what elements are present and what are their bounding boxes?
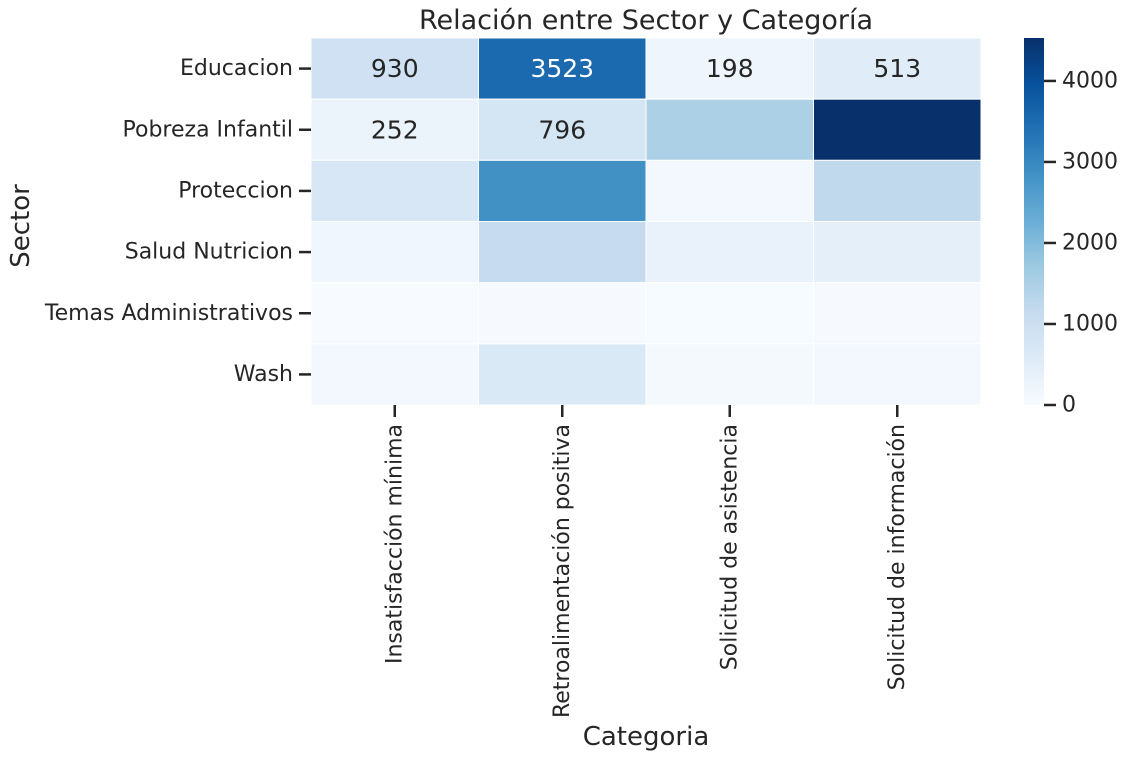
x-tick-label: Solicitud de asistencia xyxy=(717,424,742,670)
heatmap-cell xyxy=(645,159,814,222)
heatmap-cell xyxy=(813,343,982,406)
y-tick-label: Educacion xyxy=(180,56,293,81)
y-tick-label: Proteccion xyxy=(178,178,293,203)
heatmap-cell xyxy=(310,221,479,284)
colorbar-tick-label: 2000 xyxy=(1062,230,1118,255)
cell-value-label: 198 xyxy=(706,54,754,83)
heatmap-cell xyxy=(813,221,982,284)
heatmap-cell xyxy=(645,37,814,100)
heatmap-cell xyxy=(310,159,479,222)
y-tick-label: Temas Administrativos xyxy=(44,301,293,326)
colorbar xyxy=(1024,38,1044,405)
cell-value-label: 3523 xyxy=(530,54,594,83)
x-axis-label: Categoria xyxy=(583,722,710,752)
heatmap-cell xyxy=(645,343,814,406)
y-tick-label: Wash xyxy=(234,362,293,387)
y-tick-label: Salud Nutricion xyxy=(125,240,293,265)
x-tick-label: Retroalimentación positiva xyxy=(550,424,575,718)
cell-value-label: 252 xyxy=(371,115,419,144)
colorbar-tick-label: 3000 xyxy=(1062,149,1118,174)
heatmap-cells: 930 3523 198 513 252 796 xyxy=(310,37,982,406)
cell-value-label: 930 xyxy=(371,54,419,83)
heatmap-cell xyxy=(645,282,814,345)
heatmap-cell xyxy=(478,221,647,284)
heatmap-cell xyxy=(813,98,982,161)
heatmap-cell xyxy=(478,282,647,345)
colorbar-tick-label: 0 xyxy=(1062,393,1076,418)
cell-value-label: 513 xyxy=(873,54,921,83)
heatmap-cell xyxy=(813,282,982,345)
heatmap-cell xyxy=(645,98,814,161)
heatmap-cell xyxy=(310,282,479,345)
x-tick-labels: Insatisfacción mínima Retroalimentación p… xyxy=(382,405,910,718)
x-tick-label: Insatisfacción mínima xyxy=(382,424,407,664)
chart-title: Relación entre Sector y Categoría xyxy=(419,5,873,36)
colorbar-ticks: 0 1000 2000 3000 4000 xyxy=(1044,68,1118,418)
y-tick-label: Pobreza Infantil xyxy=(123,117,293,142)
heatmap-cell xyxy=(310,37,479,100)
heatmap-cell xyxy=(310,98,479,161)
heatmap-cell xyxy=(813,37,982,100)
colorbar-tick-label: 4000 xyxy=(1062,68,1118,93)
heatmap-cell xyxy=(813,159,982,222)
cell-value-label: 796 xyxy=(538,115,586,144)
heatmap-cell xyxy=(478,159,647,222)
x-tick-label: Solicitud de información xyxy=(885,424,910,690)
heatmap-cell xyxy=(478,98,647,161)
y-axis-label: Sector xyxy=(6,184,36,268)
heatmap-cell xyxy=(478,343,647,406)
heatmap-cell xyxy=(645,221,814,284)
heatmap-cell xyxy=(478,37,647,100)
heatmap-cell xyxy=(310,343,479,406)
y-tick-labels: Educacion Pobreza Infantil Proteccion Salud… xyxy=(44,56,311,387)
colorbar-tick-label: 1000 xyxy=(1062,311,1118,336)
